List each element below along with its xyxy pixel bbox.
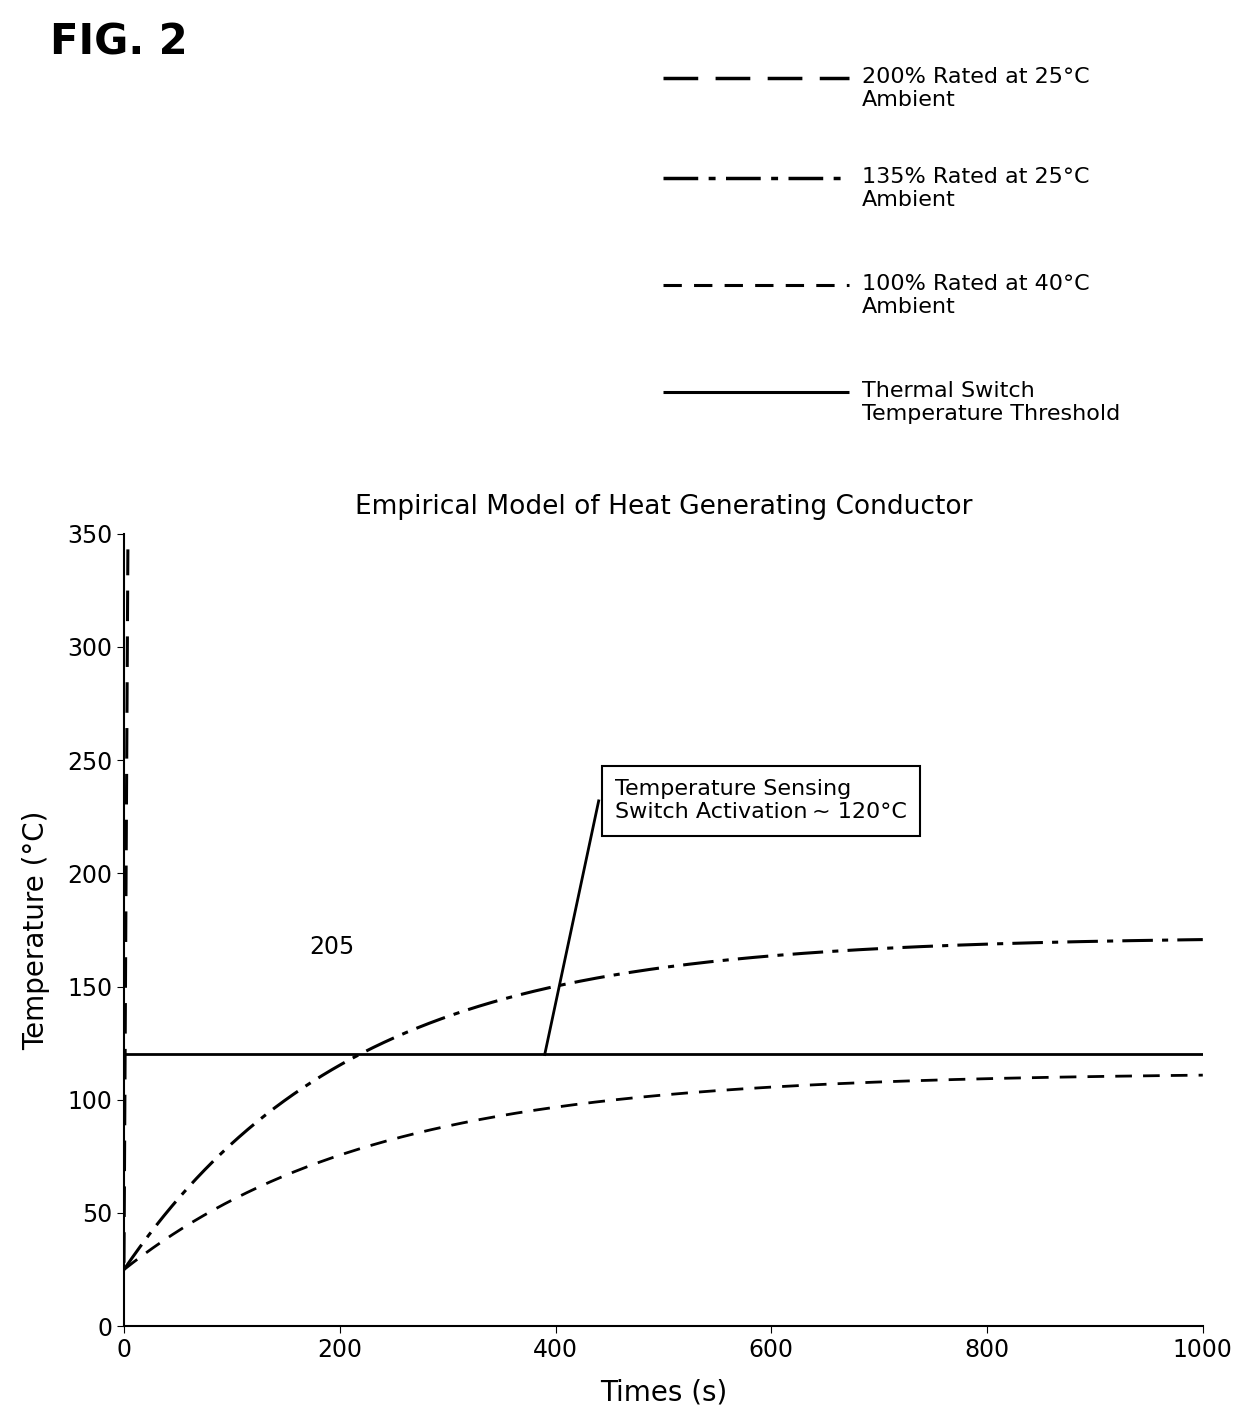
Text: Thermal Switch
Temperature Threshold: Thermal Switch Temperature Threshold: [862, 381, 1120, 424]
Text: 200% Rated at 25°C
Ambient: 200% Rated at 25°C Ambient: [862, 67, 1090, 110]
X-axis label: Times (s): Times (s): [600, 1379, 727, 1406]
Text: Temperature Sensing
Switch Activation ~ 120°C: Temperature Sensing Switch Activation ~ …: [615, 779, 906, 823]
Text: 205: 205: [310, 935, 355, 960]
Text: 135% Rated at 25°C
Ambient: 135% Rated at 25°C Ambient: [862, 167, 1089, 210]
Text: 100% Rated at 40°C
Ambient: 100% Rated at 40°C Ambient: [862, 274, 1090, 317]
Title: Empirical Model of Heat Generating Conductor: Empirical Model of Heat Generating Condu…: [355, 495, 972, 520]
Text: FIG. 2: FIG. 2: [50, 21, 187, 63]
Y-axis label: Temperature (°C): Temperature (°C): [22, 810, 51, 1050]
